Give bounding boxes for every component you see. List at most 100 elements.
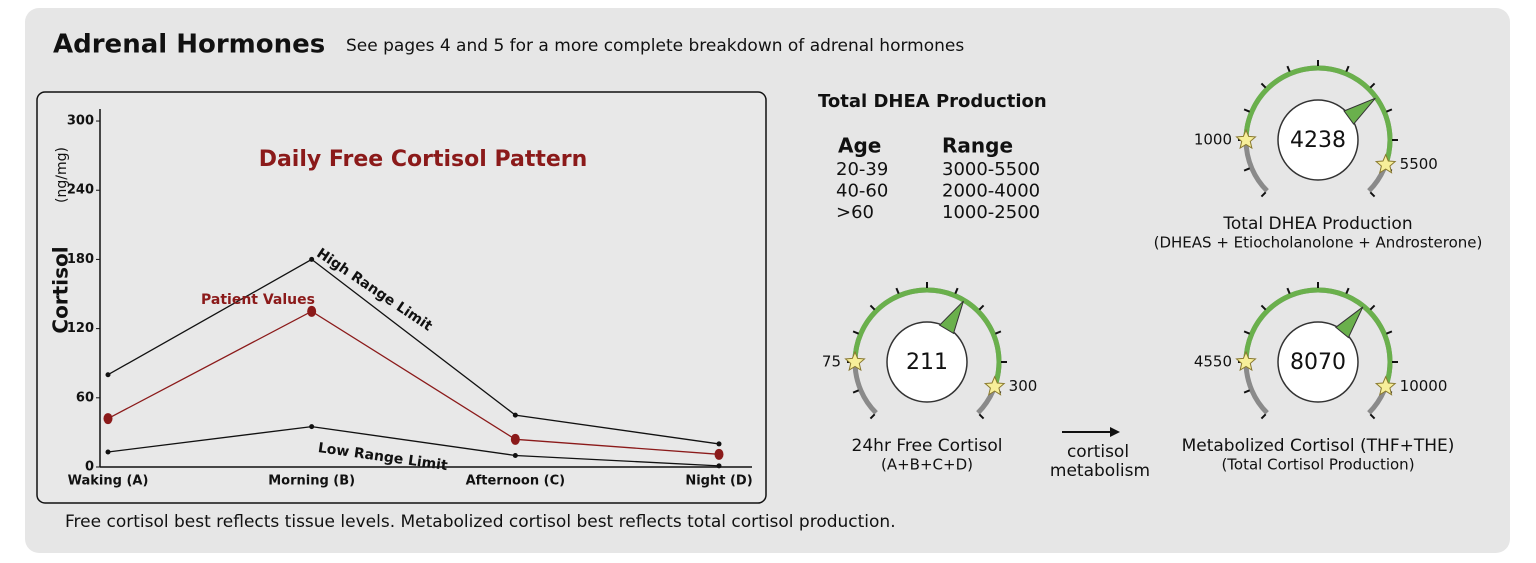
table-cell: 3000-5500 bbox=[942, 159, 1040, 180]
gauge-tick bbox=[1345, 287, 1350, 295]
gauge-tick bbox=[1260, 304, 1267, 311]
table-cell: >60 bbox=[836, 202, 874, 223]
gauge-tick bbox=[978, 413, 985, 420]
gauge-title: 24hr Free Cortisol bbox=[852, 436, 1003, 456]
gauge-value: 4238 bbox=[1290, 128, 1346, 153]
gauge-tick bbox=[1260, 413, 1267, 420]
y-tick-label: 240 bbox=[67, 183, 94, 198]
gauge-needle bbox=[1335, 306, 1364, 339]
gauge-tick bbox=[1243, 108, 1251, 113]
arrow-label: cortisol bbox=[1067, 442, 1129, 462]
gauge-tick bbox=[852, 389, 860, 394]
gauge-range bbox=[852, 287, 1002, 388]
data-point bbox=[714, 448, 724, 460]
y-tick-label: 0 bbox=[85, 460, 94, 475]
footer-note: Free cortisol best reflects tissue level… bbox=[65, 512, 896, 532]
table-cell: 2000-4000 bbox=[942, 181, 1040, 202]
series-line bbox=[107, 258, 720, 445]
gauge-tick bbox=[852, 330, 860, 335]
section-title: Adrenal Hormones bbox=[53, 30, 325, 60]
gauge-subtitle: (Total Cortisol Production) bbox=[1221, 456, 1414, 474]
gauge-subtitle: (DHEAS + Etiocholanolone + Androsterone) bbox=[1154, 234, 1483, 252]
y-axis-label: Cortisol bbox=[49, 246, 73, 333]
data-point bbox=[105, 372, 111, 378]
data-point bbox=[716, 463, 722, 469]
gauge-tick bbox=[1243, 389, 1251, 394]
range-limit: 1000 bbox=[1194, 131, 1232, 149]
gauge-tick bbox=[1286, 65, 1291, 73]
range-star bbox=[1235, 128, 1257, 150]
range-star bbox=[1374, 375, 1397, 396]
section-subtitle: See pages 4 and 5 for a more complete br… bbox=[346, 36, 964, 56]
y-axis-unit: (ng/mg) bbox=[54, 147, 70, 203]
gauge-tick bbox=[1369, 413, 1376, 420]
gauge-subtitle: (A+B+C+D) bbox=[881, 456, 973, 474]
y-tick-label: 60 bbox=[76, 390, 94, 405]
gauge-dial bbox=[1277, 99, 1359, 181]
y-tick-label: 180 bbox=[67, 252, 94, 267]
data-point bbox=[510, 433, 520, 445]
gauge-range bbox=[1243, 65, 1393, 166]
data-point bbox=[307, 305, 317, 317]
gauge-tick bbox=[1260, 191, 1267, 198]
series-line bbox=[107, 310, 720, 455]
gauge-tick bbox=[1385, 108, 1393, 113]
data-point bbox=[309, 256, 315, 262]
data-point bbox=[716, 441, 722, 447]
table-cell: 1000-2500 bbox=[942, 202, 1040, 223]
gauge-tick bbox=[994, 330, 1002, 335]
gauge-title: Total DHEA Production bbox=[1222, 214, 1412, 234]
y-tick-label: 300 bbox=[67, 114, 94, 129]
range-limit: 10000 bbox=[1400, 377, 1448, 395]
gauge-tick bbox=[1385, 330, 1393, 335]
gauge-needle bbox=[1343, 97, 1376, 125]
gauge-tick bbox=[1369, 191, 1376, 198]
data-point bbox=[309, 424, 315, 430]
x-tick-label: Morning (B) bbox=[268, 474, 355, 489]
gauge-dial bbox=[1277, 321, 1359, 403]
gauge-tick bbox=[1345, 65, 1350, 73]
gauge-value: 211 bbox=[906, 350, 948, 375]
range-limit: 5500 bbox=[1400, 155, 1438, 173]
range-star bbox=[983, 375, 1006, 396]
gauge-dial bbox=[886, 321, 968, 403]
gauge-value: 8070 bbox=[1290, 350, 1346, 375]
table-cell: 40-60 bbox=[836, 181, 888, 202]
chart-title: Daily Free Cortisol Pattern bbox=[259, 147, 588, 172]
gauge-tick bbox=[978, 304, 985, 311]
chart-frame bbox=[36, 91, 767, 504]
gauge-tick bbox=[1286, 287, 1291, 295]
gauge-needle bbox=[938, 300, 964, 335]
range-limit: 300 bbox=[1009, 377, 1038, 395]
gauge-tick bbox=[1243, 167, 1251, 172]
range-star bbox=[844, 350, 866, 372]
range-star bbox=[1374, 153, 1397, 174]
arrow-head bbox=[1110, 427, 1120, 437]
gauge-tick bbox=[869, 304, 876, 311]
range-limit: 4550 bbox=[1194, 353, 1232, 371]
data-point bbox=[512, 412, 518, 418]
data-point bbox=[103, 413, 113, 425]
gauge-tick bbox=[1369, 304, 1376, 311]
range-limit: 75 bbox=[822, 353, 841, 371]
gauge-tick bbox=[1369, 82, 1376, 89]
series-line bbox=[107, 425, 720, 467]
table-header: Age bbox=[838, 134, 881, 158]
x-tick-label: Night (D) bbox=[685, 474, 752, 489]
x-tick-label: Afternoon (C) bbox=[466, 474, 565, 489]
range-star bbox=[1235, 350, 1257, 372]
gauge-title: Metabolized Cortisol (THF+THE) bbox=[1182, 436, 1455, 456]
table-title: Total DHEA Production bbox=[818, 91, 1047, 112]
y-tick-label: 120 bbox=[67, 321, 94, 336]
data-point bbox=[105, 449, 111, 455]
gauge-tick bbox=[1243, 330, 1251, 335]
gauge-range bbox=[1243, 287, 1393, 388]
arrow-label: metabolism bbox=[1050, 461, 1150, 481]
gauge-tick bbox=[869, 413, 876, 420]
table-header: Range bbox=[942, 134, 1013, 158]
series-label: Patient Values bbox=[201, 292, 315, 308]
gauge-tick bbox=[954, 287, 959, 295]
data-point bbox=[512, 452, 518, 458]
